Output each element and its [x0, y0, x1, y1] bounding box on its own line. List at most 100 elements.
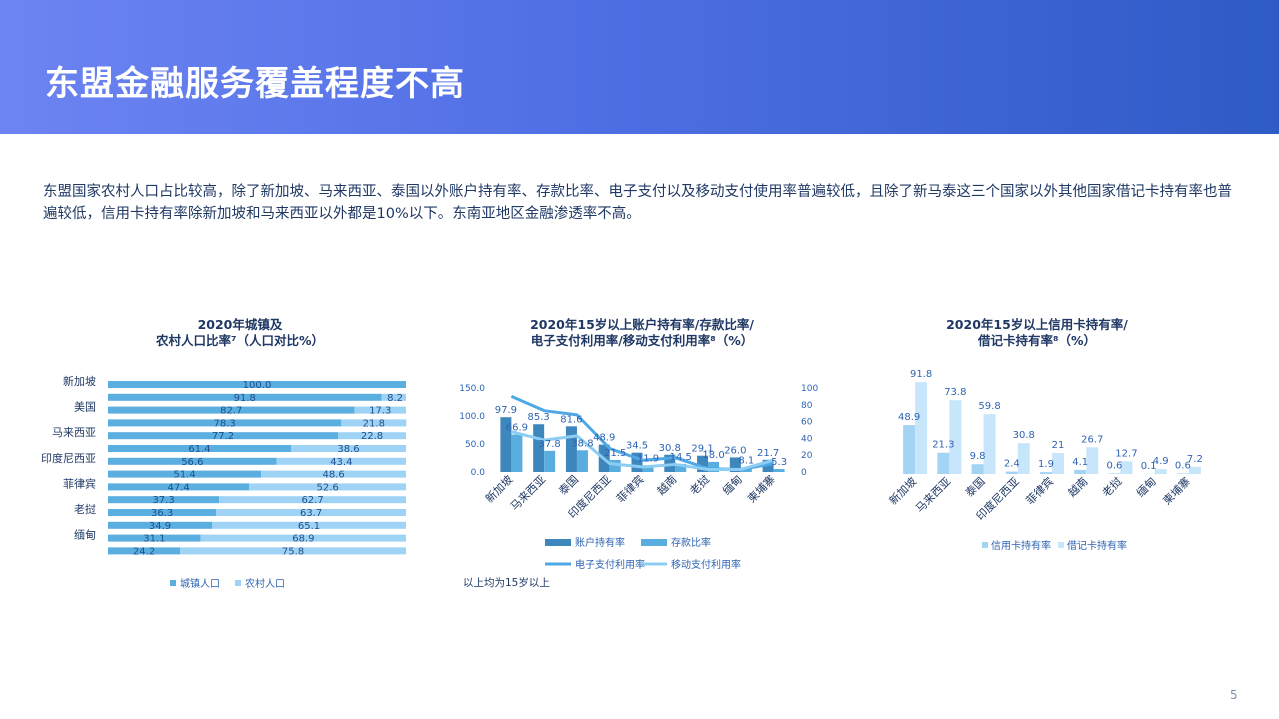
account-value-label: 21.7: [757, 448, 779, 459]
urban-bar: [108, 406, 355, 414]
rural-bar: [261, 470, 406, 478]
debit-value-label: 7.2: [1187, 454, 1203, 465]
chart-title-line: 2020年城镇及: [198, 317, 283, 332]
account-value-label: 30.8: [659, 443, 681, 454]
legend-deposit-label: 存款比率: [671, 536, 711, 549]
rural-value-label: 8.2: [387, 393, 403, 404]
urban-bar: [108, 432, 339, 440]
debit-card-bar: [983, 414, 996, 474]
y-left-tick-label: 150.0: [459, 384, 485, 394]
debit-card-bar: [949, 400, 962, 474]
intro-paragraph: 东盟国家农村人口占比较高，除了新加坡、马来西亚、泰国以外账户持有率、存款比率、电…: [43, 184, 1232, 222]
credit-value-label: 0.6: [1175, 460, 1191, 471]
urban-value-label: 31.1: [143, 534, 165, 545]
deposit-value-label: 18.0: [702, 450, 724, 461]
credit-card-bar: [1005, 471, 1018, 474]
urban-value-label: 47.4: [167, 482, 189, 493]
rural-bar: [200, 534, 406, 542]
chart-title-line: 借记卡持有率⁸（%）: [977, 333, 1096, 348]
debit-value-label: 21: [1052, 440, 1065, 451]
debit-value-label: 30.8: [1013, 430, 1035, 441]
urban-value-label: 56.6: [181, 457, 203, 468]
legend-credit-swatch: [982, 542, 988, 548]
category-label: 印度尼西亚: [41, 451, 96, 465]
category-label: 缅甸: [74, 528, 96, 542]
urban-bar: [108, 521, 213, 529]
account-bar: [533, 424, 545, 472]
rural-value-label: 75.8: [282, 546, 304, 557]
legend-debit-swatch: [1058, 542, 1064, 548]
category-label: 缅甸: [719, 472, 744, 497]
chart-title-line: 农村人口比率⁷（人口对比%）: [155, 333, 324, 348]
category-label: 美国: [74, 401, 96, 414]
rural-bar: [216, 509, 406, 516]
urban-value-label: 51.4: [173, 470, 195, 481]
page-number: 5: [1230, 688, 1238, 702]
legend-credit-label: 信用卡持有率: [991, 539, 1051, 552]
debit-card-bar: [1086, 447, 1099, 474]
credit-card-bar: [1074, 469, 1087, 474]
legend-epay-label: 电子支付利用率: [575, 558, 645, 571]
debit-value-label: 91.8: [910, 369, 932, 380]
urban-bar: [108, 457, 277, 465]
credit-value-label: 0.6: [1106, 460, 1122, 471]
y-right-tick-label: 100: [801, 384, 818, 394]
page-title: 东盟金融服务覆盖程度不高: [45, 64, 465, 104]
deposit-bar: [675, 463, 687, 472]
legend-account-swatch: [545, 539, 571, 546]
rural-bar: [180, 547, 406, 555]
debit-card-bar: [915, 382, 928, 474]
urban-value-label: 36.3: [151, 508, 173, 519]
urban-bar: [108, 496, 220, 504]
urban-bar: [108, 445, 291, 452]
credit-value-label: 0.1: [1141, 461, 1157, 472]
legend-mobile-label: 移动支付利用率: [671, 558, 741, 571]
urban-bar: [108, 534, 201, 542]
category-label: 马来西亚: [913, 475, 953, 515]
deposit-value-label: 8.1: [738, 455, 754, 466]
debit-value-label: 59.8: [978, 401, 1000, 412]
account-bar: [631, 452, 643, 472]
debit-card-bar: [1017, 443, 1030, 474]
rural-value-label: 62.7: [301, 495, 323, 506]
rural-bar: [381, 393, 406, 401]
category-label: 柬埔寨: [744, 472, 777, 505]
debit-card-bar: [1052, 453, 1064, 474]
account-ownership-chart: 2020年15岁以上账户持有率/存款比率/电子支付利用率/移动支付利用率⁸（%）…: [445, 310, 830, 600]
category-label: 马来西亚: [508, 473, 548, 513]
urban-bar: [108, 419, 342, 427]
y-left-tick-label: 0.0: [471, 468, 486, 478]
debit-value-label: 4.9: [1153, 456, 1169, 467]
deposit-bar: [544, 450, 556, 472]
y-right-tick-label: 0: [801, 468, 807, 478]
category-label: 新加坡: [886, 474, 919, 507]
legend-deposit-swatch: [641, 539, 667, 546]
urban-bar: [108, 381, 406, 388]
rural-bar: [338, 432, 406, 440]
credit-card-bar: [1040, 472, 1052, 474]
urban-value-label: 82.7: [220, 406, 242, 417]
urban-bar: [108, 483, 250, 491]
rural-value-label: 52.6: [316, 482, 338, 493]
urban-value-label: 34.9: [149, 521, 171, 532]
rural-value-label: 17.3: [369, 406, 391, 417]
rural-value-label: 21.8: [363, 418, 385, 429]
account-value-label: 34.5: [626, 441, 648, 452]
account-bar: [500, 417, 512, 472]
account-bar: [729, 457, 741, 472]
credit-value-label: 1.9: [1038, 459, 1054, 470]
rural-value-label: 65.1: [298, 521, 320, 532]
urban-value-label: 61.4: [188, 444, 210, 455]
account-value-label: 85.3: [528, 412, 550, 423]
urban-value-label: 78.3: [214, 418, 236, 429]
credit-card-bar: [1108, 473, 1121, 474]
credit-value-label: 4.1: [1072, 457, 1088, 468]
account-bar: [697, 455, 709, 472]
rural-bar: [249, 483, 406, 491]
rural-bar: [276, 457, 406, 465]
chart-footnote: 以上均为15岁以上: [463, 576, 550, 589]
urban-bar: [108, 509, 217, 516]
y-right-tick-label: 80: [801, 401, 813, 411]
urban-bar: [108, 547, 181, 555]
credit-card-bar: [971, 464, 984, 474]
